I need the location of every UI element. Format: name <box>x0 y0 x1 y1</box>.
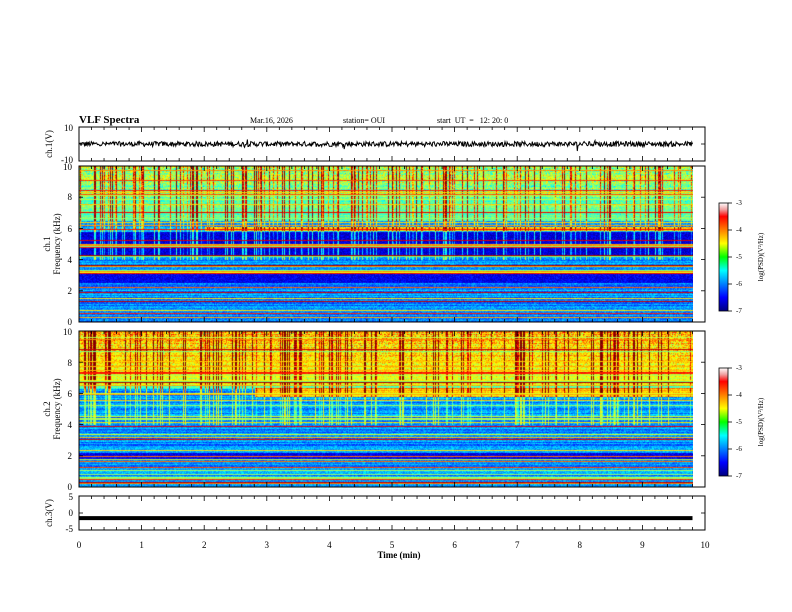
ch2-spectrogram-heatmap <box>79 331 693 487</box>
ch3-waveform-panel: 5 0 -5 ch.3(V) <box>44 492 706 534</box>
x-tick-label: 1 <box>139 540 144 550</box>
ch1-cb-tick-m7: -7 <box>736 307 742 315</box>
ch1-spectrogram-frame <box>78 165 706 323</box>
x-tick-label: 10 <box>701 540 711 550</box>
ch1-cb-tick-m5: -5 <box>736 253 742 261</box>
ch3-ytick-bottom: -5 <box>66 524 74 534</box>
ch2-spectrogram-frame <box>78 330 706 488</box>
ch1-spectrogram-ylabel-2: Frequency (kHz) <box>52 213 62 274</box>
ch1-colorbar-label: log(PSD)(V²/Hz) <box>757 232 765 281</box>
x-axis-label: Time (min) <box>377 550 420 560</box>
x-tick-label: 3 <box>265 540 270 550</box>
ch2-cb-tick-m7: -7 <box>736 472 742 480</box>
ch1-cb-tick-m3: -3 <box>736 199 742 207</box>
ch3-waveform-background <box>79 496 705 530</box>
ch1-spectrogram-heatmap <box>79 166 693 322</box>
ch1-ytick-bottom: -10 <box>61 155 73 165</box>
x-tick-label: 7 <box>515 540 520 550</box>
ch1-waveform-frame <box>78 126 706 162</box>
ch2-cb-tick-m4: -4 <box>736 391 742 399</box>
x-tick-label: 0 <box>77 540 82 550</box>
ch1-waveform-line <box>78 138 693 152</box>
ch2-colorbar-ticks <box>728 367 732 477</box>
ch2-spectrogram-image-wrap <box>79 331 693 487</box>
ch2-ytick-10: 10 <box>63 327 73 337</box>
ch1-cb-tick-m4: -4 <box>736 226 742 234</box>
ch1-ytick-8: 8 <box>68 192 73 202</box>
ch3-ytick-top: 5 <box>69 492 74 502</box>
x-tick-label: 8 <box>578 540 583 550</box>
ch1-colorbar: -3 -4 -5 -6 -7 log(PSD)(V²/Hz) <box>718 199 765 315</box>
ch1-ytick-0: 0 <box>68 317 73 327</box>
date-label: Mar.16, 2026 <box>250 116 293 125</box>
ch2-ytick-2: 2 <box>68 451 73 461</box>
x-tick-label: 2 <box>202 540 207 550</box>
ch3-waveform-frame <box>78 495 706 531</box>
ch3-waveform-ylabel: ch.3(V) <box>44 499 54 527</box>
x-axis-tick-labels: 0 1 2 3 4 5 6 7 8 9 10 <box>77 540 710 550</box>
ch2-ytick-6: 6 <box>68 389 73 399</box>
station-label: station= OUI <box>343 116 385 125</box>
ch1-cb-tick-m6: -6 <box>736 280 742 288</box>
ch1-ytick-2: 2 <box>68 286 73 296</box>
ch1-spectrogram-ylabel-1: ch.1 <box>42 236 52 251</box>
ch1-ytick-10: 10 <box>63 162 73 172</box>
ch1-waveform-ylabel: ch.1(V) <box>44 130 54 158</box>
ch2-spectrogram-panel: 0 2 4 6 8 10 ch.2 Frequency (kHz) <box>42 327 706 492</box>
ch2-cb-tick-m5: -5 <box>736 418 742 426</box>
figure-title: VLF Spectra <box>79 114 140 126</box>
ch2-colorbar-gradient <box>718 367 729 477</box>
x-tick-label: 5 <box>390 540 395 550</box>
x-tick-label: 4 <box>327 540 332 550</box>
ch1-waveform-panel: 10 -10 ch.1(V) <box>44 123 706 165</box>
start-time-label: start UT = 12: 20: 0 <box>437 116 508 125</box>
ch2-ytick-4: 4 <box>68 420 73 430</box>
ch2-cb-tick-m3: -3 <box>736 364 742 372</box>
ch2-colorbar-label: log(PSD)(V²/Hz) <box>757 397 765 446</box>
ch1-colorbar-ticks <box>728 202 732 312</box>
ch1-spectrogram-image-wrap <box>79 166 693 322</box>
ch2-ytick-8: 8 <box>68 358 73 368</box>
ch2-colorbar: -3 -4 -5 -6 -7 log(PSD)(V²/Hz) <box>718 364 765 480</box>
ch2-cb-tick-m6: -6 <box>736 445 742 453</box>
ch1-ytick-6: 6 <box>68 224 73 234</box>
ch2-spectrogram-ylabel-2: Frequency (kHz) <box>52 378 62 439</box>
ch2-ytick-0: 0 <box>68 482 73 492</box>
ch1-ytick-4: 4 <box>68 255 73 265</box>
x-tick-label: 9 <box>640 540 645 550</box>
ch1-spectrogram-panel: 0 2 4 6 8 10 ch.1 Frequency (kHz) <box>42 162 706 327</box>
ch1-colorbar-gradient <box>718 202 729 312</box>
ch3-ytick-mid: 0 <box>69 508 74 518</box>
ch1-ytick-top: 10 <box>64 123 74 133</box>
ch2-spectrogram-ylabel-1: ch.2 <box>42 401 52 416</box>
x-tick-label: 6 <box>452 540 457 550</box>
